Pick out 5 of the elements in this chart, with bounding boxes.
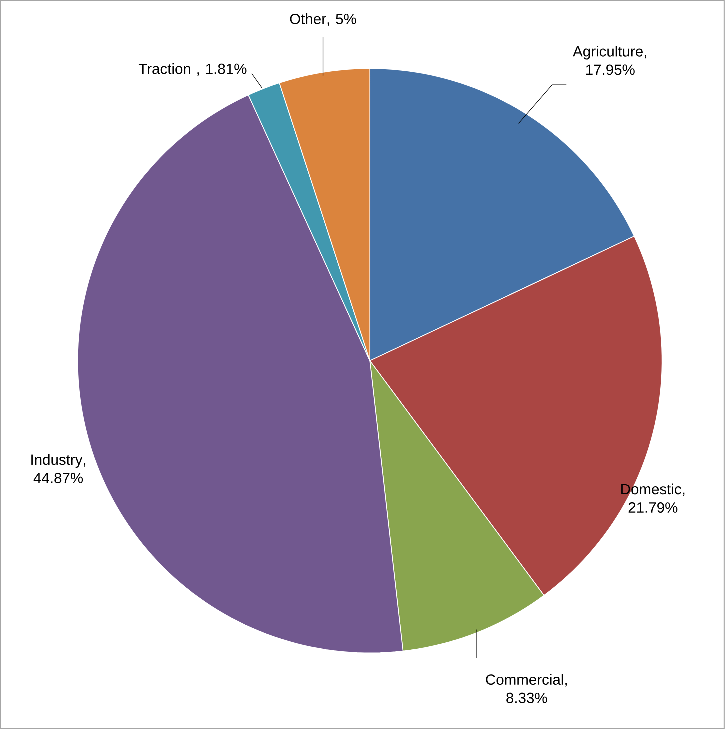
slice-label: Traction bbox=[139, 63, 191, 74]
data-label: , 1.81% bbox=[198, 64, 247, 76]
slice-label: Other bbox=[290, 14, 326, 24]
data-label: , 5% bbox=[328, 14, 356, 26]
slice-label: Commercial bbox=[486, 674, 564, 686]
